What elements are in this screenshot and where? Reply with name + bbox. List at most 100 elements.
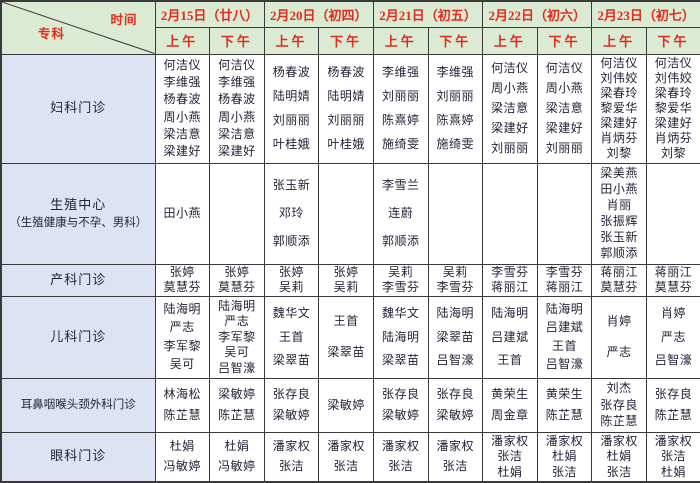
doctor-name: 张洁 — [606, 464, 632, 479]
doctor-name: 何洁仪 — [654, 56, 693, 70]
schedule-cell — [645, 162, 700, 265]
diagonal-divider — [2, 2, 155, 54]
schedule-cell: 杜娟 冯敏婷 — [209, 431, 265, 483]
schedule-cell: 潘家权 张洁 — [372, 431, 429, 483]
schedule-cell: 蒋丽江 莫慧芬 — [591, 263, 647, 297]
doctor-name: 梁建好 — [218, 143, 256, 158]
dept-label-erbiyanhou: 耳鼻咽喉头颈外科门诊 — [0, 377, 156, 433]
schedule-cell: 蒋丽江 莫慧芬 — [645, 263, 700, 297]
doctor-name: 王首 — [497, 352, 523, 367]
doctor-name: 李维强 — [163, 75, 202, 90]
doctor-name: 潘家权 — [327, 439, 365, 454]
doctor-name: 吴莉 — [442, 265, 468, 280]
schedule-cell: 黄荣生 周金章 — [482, 377, 538, 433]
schedule-cell: 潘家权 张洁 — [318, 431, 374, 483]
doctor-name: 吕智濠 — [545, 357, 584, 372]
doctor-name: 张洁 — [552, 464, 578, 479]
doctor-name: 吴莉 — [333, 279, 359, 294]
schedule-cell: 张存良 梁敏婷 — [263, 377, 320, 433]
doctor-name: 杨春波 — [327, 65, 365, 79]
doctor-name: 张婷 — [333, 265, 359, 280]
schedule-cell: 潘家权 杜娟 张洁 — [536, 431, 593, 483]
schedule-cell: 张存良 梁敏婷 — [372, 377, 429, 433]
doctor-name: 潘家权 — [545, 434, 584, 448]
doctor-name: 张存良 — [600, 397, 638, 412]
doctor-name: 李雪芬 — [545, 265, 584, 280]
doctor-name: 潘家权 — [436, 439, 475, 454]
pm-header: 下午 — [427, 26, 484, 55]
doctor-name: 潘家权 — [381, 439, 420, 454]
doctor-name: 陆海明 — [381, 329, 420, 344]
schedule-cell: 潘家权 张洁 — [427, 431, 484, 483]
doctor-name: 梁洁意 — [491, 101, 529, 115]
doctor-name: 严志 — [169, 320, 195, 335]
doctor-name: 刘黎 — [660, 146, 686, 160]
schedule-cell: 李雪芬 蒋丽江 — [482, 263, 538, 297]
doctor-name: 陆海明 — [545, 301, 584, 316]
doctor-name: 梁建好 — [654, 116, 693, 130]
schedule-cell: 陆海明 严志 李军黎 吴可 — [154, 295, 211, 379]
doctor-name: 刘丽丽 — [491, 141, 529, 155]
doctor-name: 杜娟 — [660, 464, 686, 479]
schedule-cell: 杨春波 陆明婧 刘丽丽 叶桂娥 — [263, 53, 320, 164]
doctor-name: 李维强 — [381, 65, 420, 79]
doctor-name: 张洁 — [660, 449, 686, 464]
schedule-cell — [482, 162, 538, 265]
doctor-name: 周金章 — [491, 408, 529, 423]
schedule-cell: 李维强 刘丽丽 陈熹婷 施绮雯 — [372, 53, 429, 164]
schedule-cell: 张婷 吴莉 — [318, 263, 374, 297]
doctor-name: 吕建斌 — [545, 320, 584, 335]
doctor-name: 潘家权 — [491, 434, 529, 448]
doctor-name: 吕智濠 — [436, 352, 475, 367]
schedule-cell: 林海松 陈芷慧 — [154, 377, 211, 433]
doctor-name: 梁翠苗 — [327, 345, 365, 359]
doctor-name: 何洁仪 — [545, 61, 584, 75]
dept-line: 眼科门诊 — [50, 448, 107, 464]
doctor-name: 王首 — [278, 329, 304, 344]
doctor-name: 蒋丽江 — [545, 279, 584, 294]
doctor-name: 张洁 — [497, 449, 523, 464]
doctor-name: 黄荣生 — [545, 386, 584, 401]
schedule-cell: 肖婷 严志 吕智濠 — [645, 295, 700, 379]
doctor-name: 黄荣生 — [491, 386, 529, 401]
doctor-name: 陆海明 — [491, 306, 529, 321]
specialty-row-chanke: 产科门诊 张婷 莫慧芬 张婷 莫慧芬 张婷 吴莉 张婷 吴莉 吴莉 李雪芬 吴莉 李雪芬 李雪芬 蒋丽江 李雪… — [0, 263, 700, 297]
doctor-name: 黎爱华 — [654, 101, 693, 115]
doctor-name: 潘家权 — [272, 439, 311, 454]
doctor-name: 杨春波 — [272, 65, 311, 79]
doctor-name: 吕建斌 — [491, 329, 529, 344]
specialty-row-shengzhi: 生殖中心 （生殖健康与不孕、男科） 田小燕 张玉新 邓玲 郭顺添 李雪兰 连蔚 郭顺添 梁美燕 田小… — [0, 162, 700, 265]
am-header: 上午 — [263, 26, 320, 55]
am-header: 上午 — [372, 26, 429, 55]
doctor-name: 梁敏婷 — [436, 408, 475, 423]
doctor-name: 冯敏婷 — [163, 459, 202, 474]
corner-time-label: 时间 — [110, 13, 138, 27]
doctor-name: 何洁仪 — [600, 56, 638, 70]
schedule-cell: 梁美燕 田小燕 肖丽 张振辉 张玉新 郭顺添 — [591, 162, 647, 265]
doctor-name: 张洁 — [442, 459, 468, 474]
doctor-name: 张婷 — [224, 265, 250, 280]
dept-label-chanke: 产科门诊 — [0, 263, 156, 297]
corner-header-cell: 时间 专科 — [0, 0, 156, 55]
doctor-name: 魏华文 — [272, 306, 311, 321]
schedule-cell: 陆海明 吕建斌 王首 — [482, 295, 538, 379]
doctor-name: 杨春波 — [218, 92, 256, 107]
doctor-name: 张存良 — [436, 386, 475, 401]
doctor-name: 张振辉 — [600, 214, 638, 228]
schedule-cell: 潘家权 张洁 — [263, 431, 320, 483]
doctor-name: 李军黎 — [218, 329, 256, 344]
doctor-name: 杜娟 — [552, 449, 578, 464]
schedule-cell: 肖婷 严志 — [591, 295, 647, 379]
specialty-row-yanke: 眼科门诊 杜娟 冯敏婷 杜娟 冯敏婷 潘家权 张洁 潘家权 张洁 潘家权 张洁 潘家权 张洁 潘家权 张洁杜… — [0, 431, 700, 483]
doctor-name: 梁美燕 — [600, 166, 638, 180]
doctor-name: 李雪芬 — [436, 279, 475, 294]
doctor-name: 梁建好 — [600, 116, 638, 130]
doctor-name: 梁建好 — [545, 121, 584, 135]
specialty-row-fuke: 妇科门诊 何洁仪 李维强 杨春波 周小燕 梁洁意 梁建好 何洁仪 李维强 杨春波 周小燕 梁洁意 梁建好… — [0, 53, 700, 164]
schedule-cell: 张存良 梁敏婷 — [427, 377, 484, 433]
doctor-name: 刘黎 — [606, 146, 632, 160]
doctor-name: 田小燕 — [163, 206, 202, 220]
schedule-cell: 张玉新 邓玲 郭顺添 — [263, 162, 320, 265]
doctor-name: 林海松 — [163, 386, 202, 401]
